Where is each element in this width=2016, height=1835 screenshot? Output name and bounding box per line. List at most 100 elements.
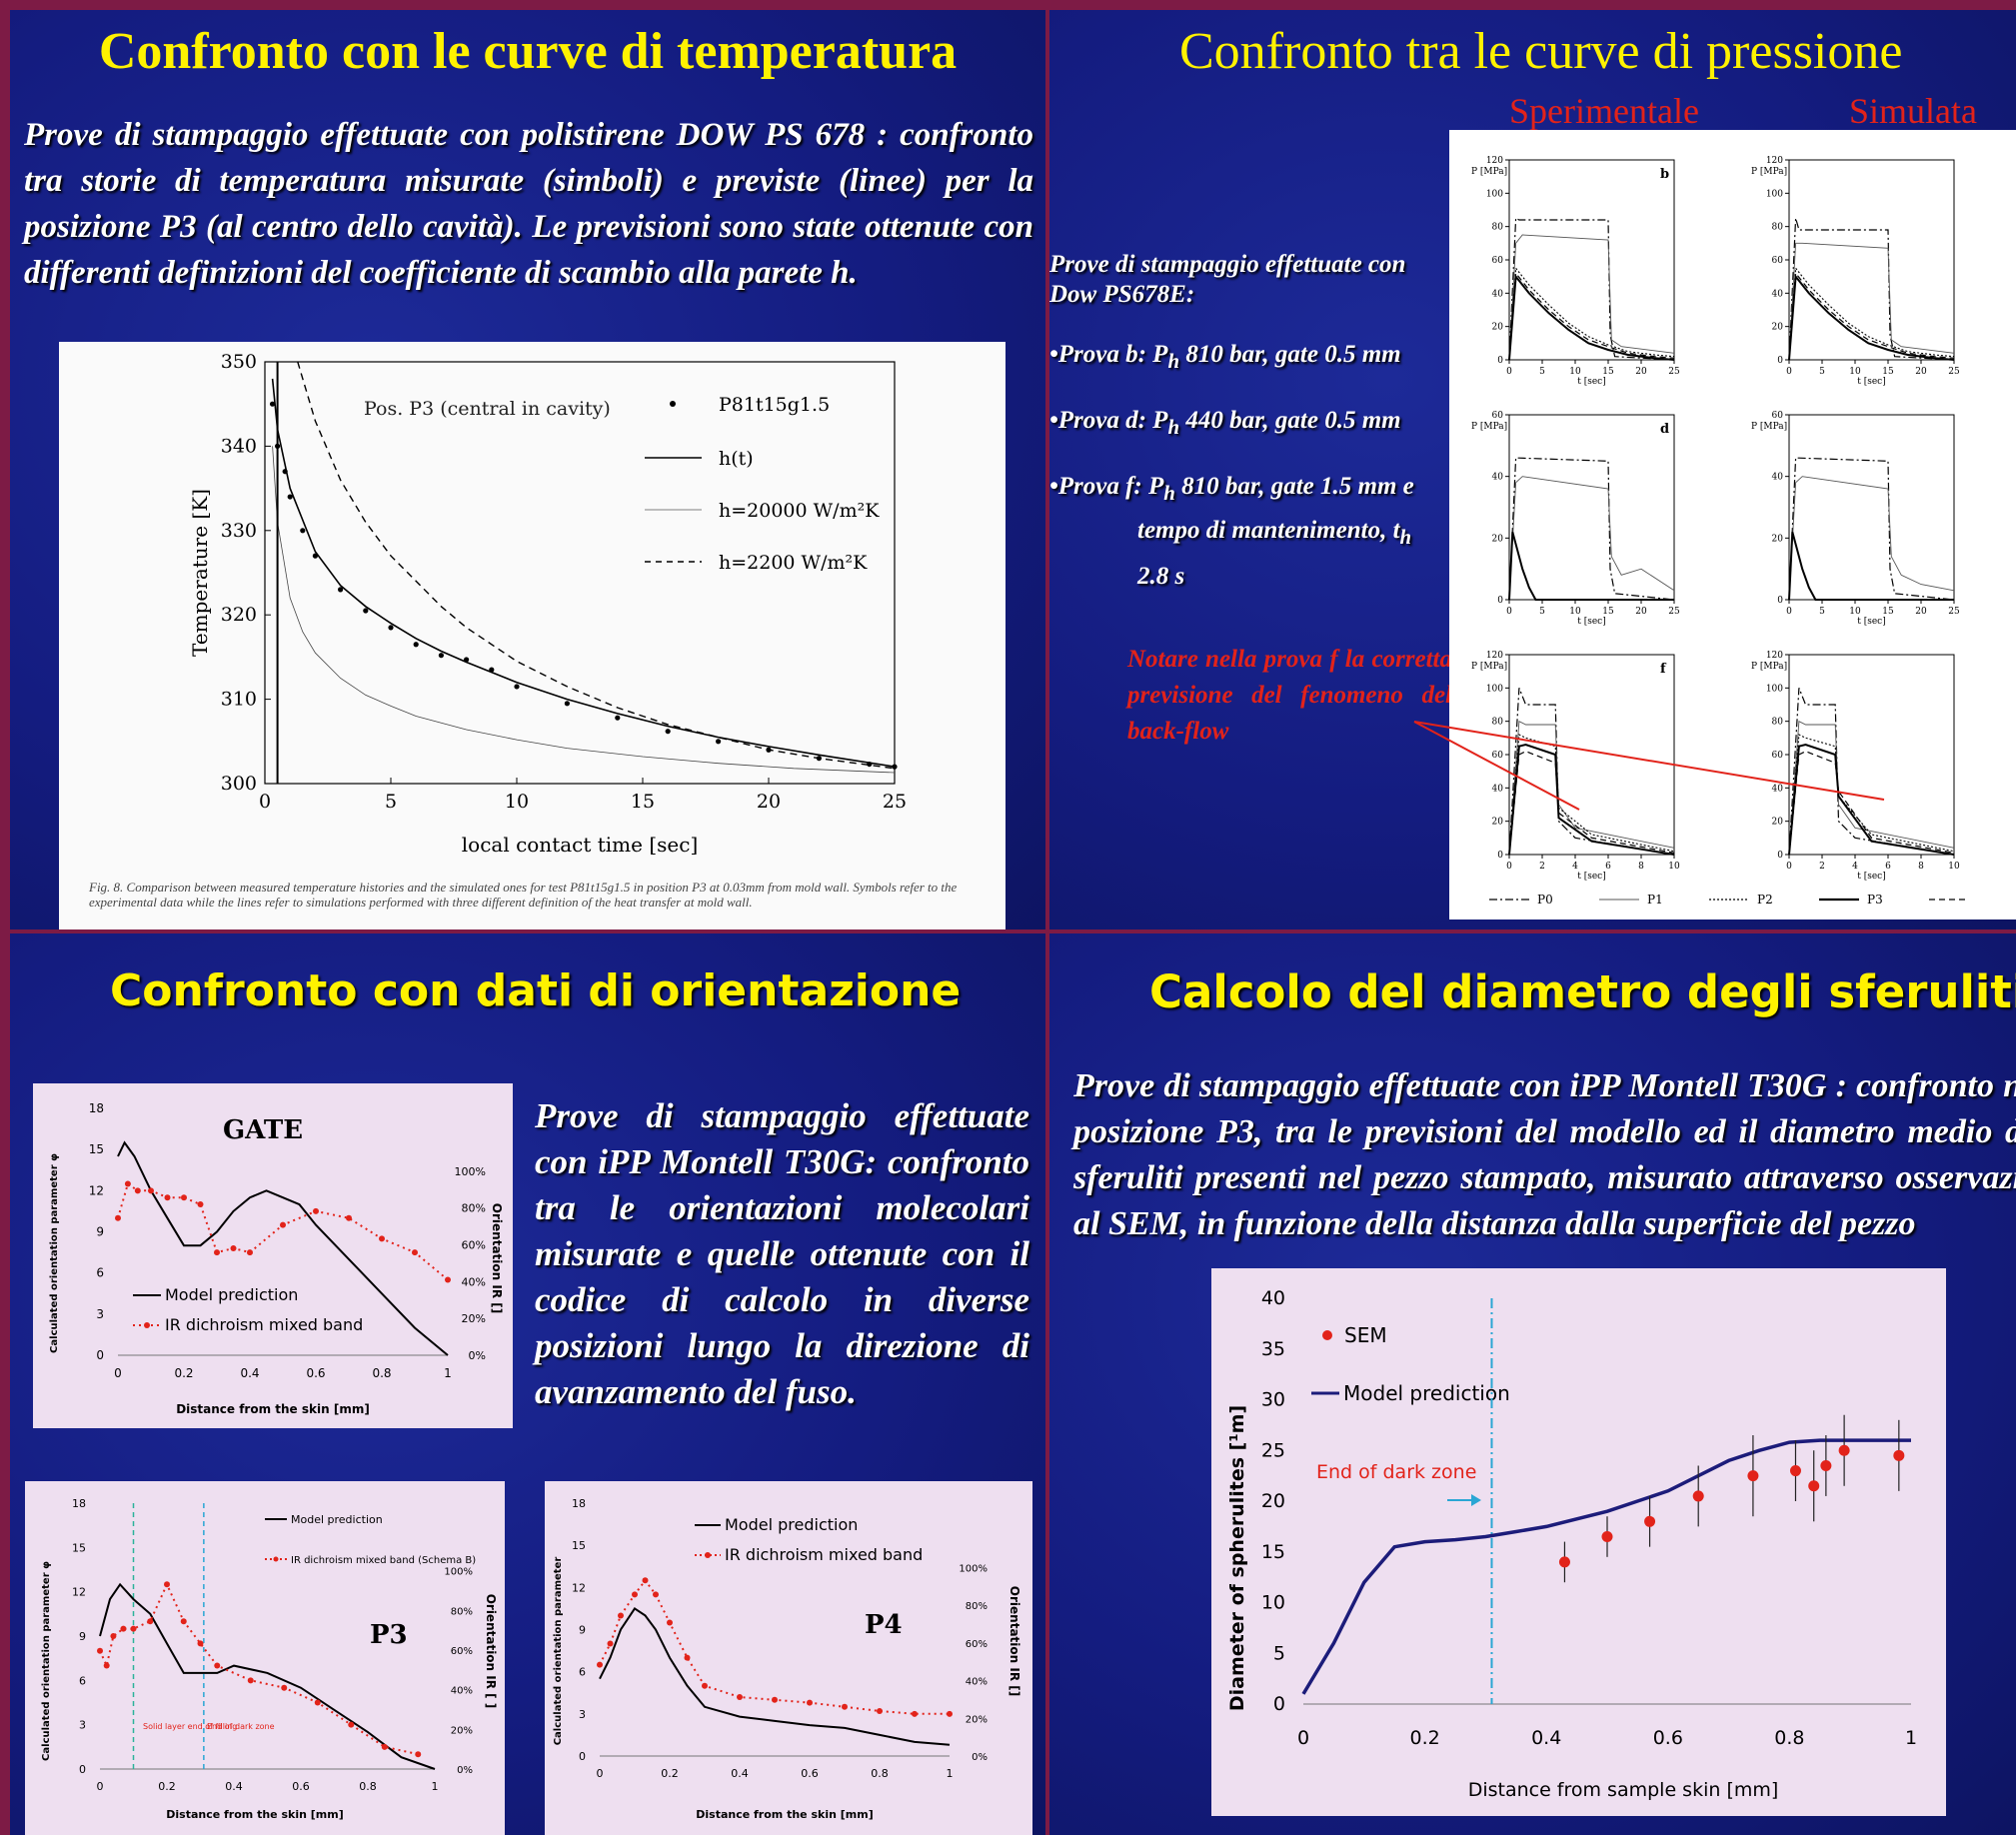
spherulites-legend: SEM Model prediction: [1311, 1323, 1510, 1405]
y2-tick-label: 60%: [451, 1646, 473, 1657]
pressure-y-tick-label: 80: [1492, 223, 1504, 233]
pressure-curve-d-1: [1788, 476, 1955, 601]
temperature-measured-point: [564, 701, 570, 707]
x-tick-label: 0.2: [158, 1780, 176, 1793]
spherulites-x-tick-label: 0.8: [1774, 1727, 1804, 1749]
pressure-y-tick-label: 20: [1772, 323, 1784, 333]
temperature-measured-point: [300, 528, 306, 534]
y-tick-label: 12: [572, 1581, 586, 1594]
temperature-measured-point: [615, 715, 621, 721]
temperature-x-tick-label: 10: [505, 791, 529, 813]
pressure-y-tick-label: 100: [1766, 189, 1783, 199]
temperature-y-tick-label: 310: [221, 689, 257, 711]
ir-dichroism-point: [197, 1201, 204, 1208]
pressure-y-label: P [MPa]: [1751, 422, 1787, 432]
p3-annotation-solid-layer: Solid layer end of filling: [143, 1722, 237, 1731]
spherulites-x-tick-label: 0.4: [1531, 1727, 1561, 1749]
y-tick-label: 6: [579, 1666, 586, 1679]
temperature-chart-panel: Pos. P3 (central in cavity) P81t15g1.5 h…: [59, 342, 1006, 929]
y-tick-label: 9: [96, 1225, 104, 1239]
pressure-x-tick-label: 15: [1882, 367, 1894, 377]
bullet-f-rest: 810 bar, gate 1.5 mm e: [1174, 473, 1414, 500]
temperature-x-label: local contact time [sec]: [462, 833, 699, 857]
pressure-x-label: t [sec]: [1857, 377, 1886, 387]
ir-dichroism-point: [632, 1591, 638, 1598]
p4-x-label: Distance from the skin [mm]: [696, 1808, 873, 1821]
y2-tick-label: 100%: [444, 1567, 473, 1578]
pressure-curve-f-0: [1788, 688, 1955, 856]
pressure-plot-frame: [1508, 654, 1675, 856]
p3-legend: Model prediction IR dichroism mixed band…: [265, 1513, 476, 1566]
bullet-b-rest: 810 bar, gate 0.5 mm: [1179, 341, 1401, 368]
y2-tick-label: 60%: [462, 1239, 486, 1252]
sem-point: [1808, 1480, 1820, 1492]
x-tick-label: 0.4: [225, 1780, 243, 1793]
pressure-curve-f-2: [1788, 734, 1955, 856]
y-tick-label: 9: [579, 1624, 586, 1637]
pressure-panel-letter: d: [1660, 422, 1669, 437]
y2-tick-label: 40%: [451, 1686, 473, 1697]
legend-p2: P2: [1757, 893, 1773, 907]
ir-dichroism-point: [737, 1693, 743, 1700]
temperature-description: Prove di stampaggio effettuate con polis…: [24, 117, 1033, 291]
x-tick-label: 0: [114, 1366, 122, 1380]
x-tick-label: 0.4: [731, 1767, 749, 1780]
legend-p1: P1: [1647, 893, 1663, 907]
ir-dichroism-point: [147, 1618, 154, 1625]
p3-chart-panel: P3 Model prediction IR dichroism mixed b…: [25, 1481, 505, 1835]
y2-tick-label: 60%: [966, 1639, 988, 1650]
temperature-annotation: Pos. P3 (central in cavity): [364, 398, 611, 420]
pressure-x-tick-label: 2: [1539, 862, 1545, 872]
ir-dichroism-point: [947, 1710, 953, 1717]
ir-dichroism-point: [110, 1633, 117, 1639]
slide-pressure: Confronto tra le curve di pressione Sper…: [1049, 10, 2016, 929]
p3-chart: P3 Model prediction IR dichroism mixed b…: [41, 1497, 498, 1821]
pressure-x-tick-label: 5: [1539, 607, 1545, 617]
temperature-legend: P81t15g1.5 h(t) h=20000 W/m²K h=2200 W/m…: [645, 394, 880, 574]
pressure-x-tick-label: 15: [1882, 607, 1894, 617]
temperature-x-tick-label: 5: [385, 791, 397, 813]
ir-dichroism-point: [597, 1661, 603, 1668]
pressure-plot-frame: [1788, 414, 1955, 601]
gate-chart: GATE Model prediction IR dichroism mixed…: [49, 1101, 504, 1416]
pressure-plot-frame: [1508, 414, 1675, 601]
pressure-y-tick-label: 40: [1772, 473, 1784, 483]
y2-tick-label: 80%: [462, 1202, 486, 1215]
pressure-curve-b-3: [1788, 274, 1955, 361]
bullet-d-sub: h: [1167, 415, 1180, 439]
pressure-y-tick-label: 20: [1492, 323, 1504, 333]
temperature-y-tick-label: 300: [221, 773, 257, 795]
ir-dichroism-point: [348, 1721, 355, 1728]
p4-legend-model: Model prediction: [725, 1515, 858, 1534]
pressure-y-tick-label: 40: [1492, 784, 1504, 794]
spherulites-x-label: Distance from sample skin [mm]: [1468, 1779, 1779, 1801]
test-bullet-d: •Prova d: Ph 440 bar, gate 0.5 mm: [1049, 407, 1401, 439]
x-tick-label: 1: [444, 1366, 452, 1380]
pressure-curve-f-0: [1508, 688, 1675, 856]
pressure-y-tick-label: 60: [1492, 751, 1504, 761]
gate-legend: Model prediction IR dichroism mixed band: [133, 1285, 363, 1334]
sem-point: [1644, 1515, 1656, 1527]
spherulites-y-tick-label: 40: [1261, 1287, 1285, 1309]
ir-dichroism-point: [148, 1187, 154, 1194]
temperature-measured-point: [716, 739, 722, 745]
ir-dichroism-point: [124, 1180, 131, 1187]
pressure-y-tick-label: 100: [1486, 189, 1503, 199]
test-bullet-f-time: 2.8 s: [1137, 563, 1185, 590]
ir-dichroism-point: [120, 1625, 127, 1632]
temperature-measured-point: [438, 653, 444, 659]
spherulites-x-tick-label: 0.2: [1409, 1727, 1439, 1749]
ir-dichroism-point: [445, 1276, 451, 1283]
pressure-y-tick-label: 100: [1766, 684, 1783, 694]
ir-dichroism-point: [381, 1743, 388, 1750]
pressure-x-tick-label: 25: [1668, 367, 1680, 377]
pressure-chart-panel: 0 20 40 60 80 100 120 0 5 10 15 20 25 t [sec] P [MPa] b…: [1449, 130, 2016, 919]
pressure-x-tick-label: 25: [1948, 367, 1960, 377]
x-tick-label: 1: [947, 1767, 954, 1780]
ir-dichroism-point: [115, 1214, 121, 1221]
ir-dichroism-point: [772, 1696, 778, 1703]
ir-dichroism-point: [164, 1581, 170, 1588]
temperature-measured-point: [665, 729, 671, 735]
legend-p3: P3: [1867, 893, 1883, 907]
